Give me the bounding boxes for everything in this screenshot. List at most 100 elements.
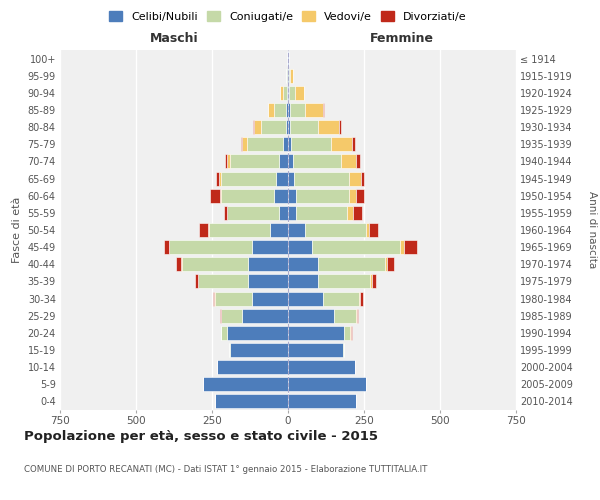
Bar: [290, 68, 293, 82]
Bar: [251, 240, 288, 254]
Bar: [296, 206, 347, 220]
Bar: [221, 172, 276, 185]
Bar: [286, 103, 288, 117]
Text: Femmine: Femmine: [370, 32, 434, 45]
Bar: [359, 292, 360, 306]
Bar: [221, 308, 242, 322]
Legend: Celibi/Nubili, Coniugati/e, Vedovi/e, Divorziati/e: Celibi/Nubili, Coniugati/e, Vedovi/e, Di…: [106, 8, 470, 25]
Bar: [218, 172, 221, 185]
Bar: [356, 308, 357, 322]
Bar: [215, 394, 288, 408]
Bar: [400, 240, 404, 254]
Bar: [288, 394, 356, 408]
Bar: [290, 103, 305, 117]
Bar: [283, 138, 288, 151]
Bar: [227, 154, 230, 168]
Bar: [199, 223, 208, 237]
Bar: [286, 68, 287, 82]
Bar: [176, 258, 181, 272]
Bar: [334, 308, 356, 322]
Bar: [199, 274, 248, 288]
Bar: [361, 172, 364, 185]
Bar: [241, 138, 242, 151]
Bar: [288, 172, 294, 185]
Bar: [289, 86, 295, 100]
Bar: [253, 120, 254, 134]
Bar: [289, 68, 290, 82]
Bar: [287, 52, 288, 66]
Bar: [293, 154, 341, 168]
Bar: [288, 52, 289, 66]
Bar: [387, 258, 394, 272]
Bar: [350, 326, 351, 340]
Bar: [214, 292, 215, 306]
Bar: [288, 360, 355, 374]
Bar: [215, 292, 251, 306]
Bar: [227, 326, 288, 340]
Bar: [194, 274, 198, 288]
Bar: [288, 138, 291, 151]
Bar: [353, 206, 362, 220]
Bar: [295, 86, 304, 100]
Bar: [313, 240, 400, 254]
Bar: [247, 138, 283, 151]
Bar: [227, 206, 279, 220]
Bar: [221, 326, 227, 340]
Bar: [305, 223, 365, 237]
Bar: [279, 206, 288, 220]
Bar: [331, 138, 352, 151]
Bar: [287, 68, 288, 82]
Bar: [213, 292, 214, 306]
Bar: [169, 240, 251, 254]
Bar: [319, 274, 370, 288]
Bar: [229, 343, 230, 357]
Bar: [288, 292, 323, 306]
Bar: [369, 223, 378, 237]
Bar: [291, 138, 331, 151]
Bar: [288, 326, 344, 340]
Bar: [215, 172, 218, 185]
Bar: [242, 138, 247, 151]
Bar: [343, 343, 344, 357]
Bar: [248, 258, 288, 272]
Bar: [268, 103, 274, 117]
Bar: [203, 378, 288, 392]
Bar: [217, 360, 288, 374]
Bar: [286, 120, 288, 134]
Bar: [357, 308, 358, 322]
Bar: [404, 240, 417, 254]
Bar: [288, 274, 319, 288]
Bar: [318, 120, 339, 134]
Bar: [182, 258, 248, 272]
Bar: [254, 120, 261, 134]
Bar: [288, 188, 296, 202]
Bar: [248, 274, 288, 288]
Text: Maschi: Maschi: [149, 32, 199, 45]
Bar: [279, 154, 288, 168]
Text: Anni di nascita: Anni di nascita: [587, 192, 597, 268]
Bar: [283, 86, 287, 100]
Bar: [287, 86, 288, 100]
Bar: [371, 274, 376, 288]
Bar: [220, 308, 221, 322]
Bar: [276, 172, 288, 185]
Bar: [349, 172, 361, 185]
Bar: [290, 120, 318, 134]
Bar: [274, 188, 288, 202]
Bar: [288, 343, 343, 357]
Bar: [288, 223, 305, 237]
Bar: [341, 154, 356, 168]
Bar: [288, 86, 289, 100]
Bar: [230, 154, 279, 168]
Bar: [224, 206, 227, 220]
Bar: [356, 188, 364, 202]
Bar: [296, 188, 349, 202]
Bar: [349, 188, 356, 202]
Bar: [261, 120, 286, 134]
Bar: [280, 86, 283, 100]
Bar: [288, 240, 313, 254]
Bar: [288, 378, 365, 392]
Bar: [288, 103, 290, 117]
Bar: [198, 274, 199, 288]
Bar: [288, 308, 334, 322]
